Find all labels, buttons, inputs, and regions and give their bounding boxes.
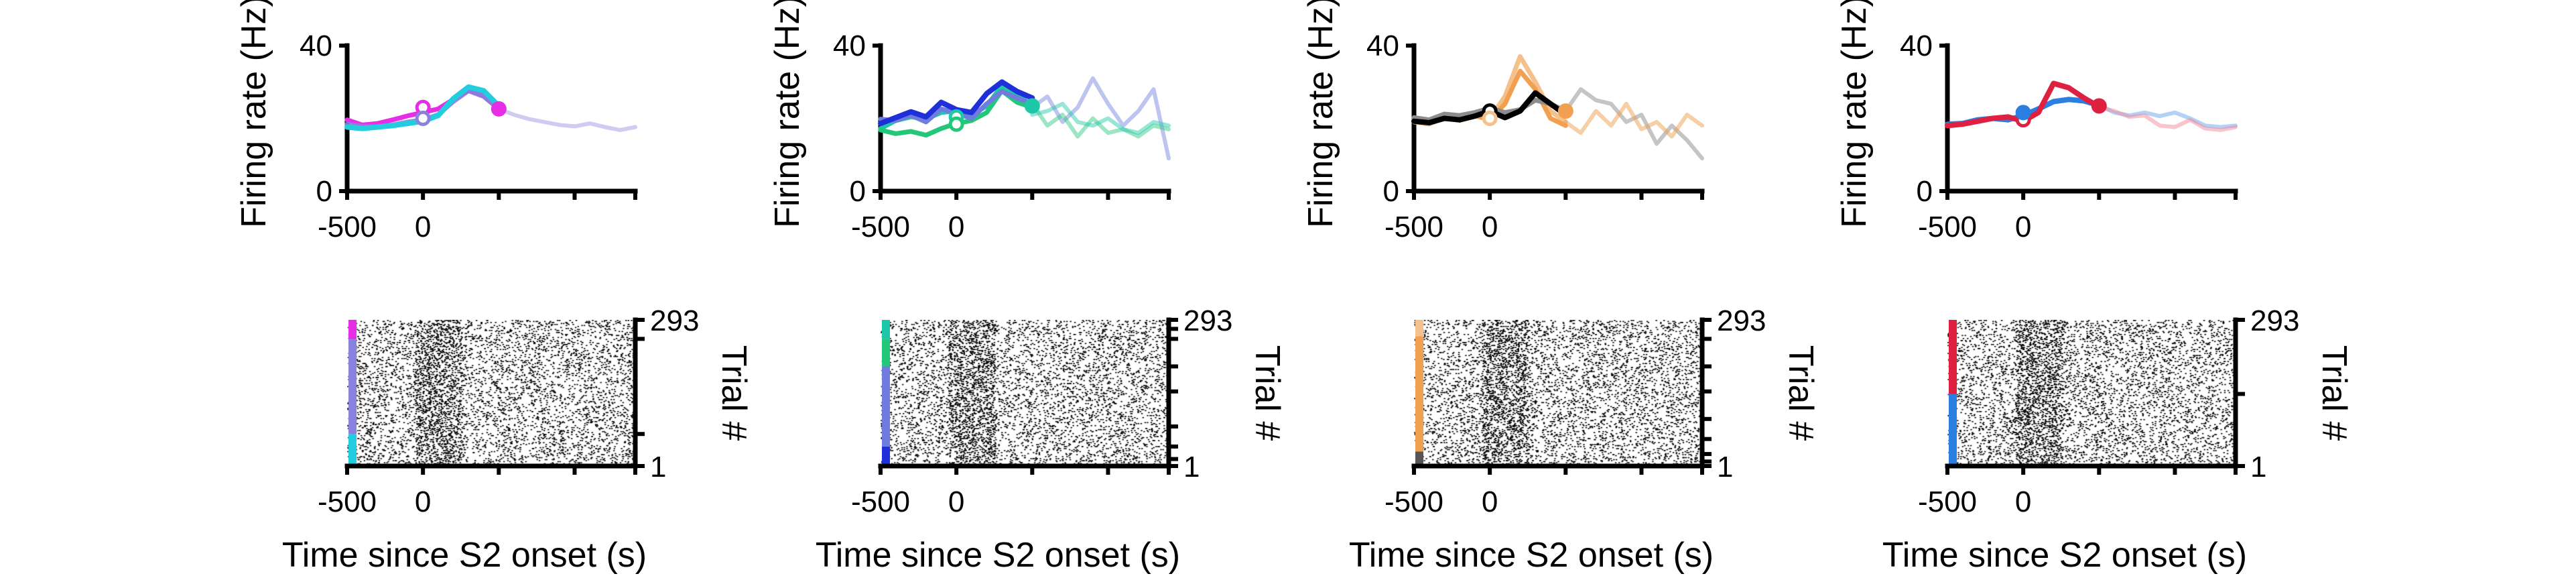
y-axis-title: Firing rate (Hz) bbox=[1835, 0, 1874, 228]
trial-group-bar bbox=[1949, 320, 1957, 394]
series-line bbox=[2097, 105, 2238, 132]
x-tick-label: -500 bbox=[1384, 211, 1443, 243]
series-line bbox=[1563, 101, 1704, 139]
trial-group-bar bbox=[348, 339, 357, 435]
trial-tick-label: 293 bbox=[650, 304, 699, 337]
y-axis-title: Firing rate (Hz) bbox=[235, 0, 273, 228]
trial-tick-label: 1 bbox=[2250, 451, 2266, 483]
filled-marker bbox=[2015, 105, 2031, 121]
spike-raster-2: 1 293 -500 0 Time since S2 onset (s) Trial # bbox=[816, 304, 1287, 575]
y-tick-label: 0 bbox=[850, 175, 866, 208]
filled-marker bbox=[2091, 98, 2107, 114]
trial-group-bar bbox=[882, 320, 890, 339]
y-axis-title: Firing rate (Hz) bbox=[768, 0, 807, 228]
spike-dots bbox=[1947, 320, 2236, 466]
open-marker bbox=[1482, 111, 1498, 126]
x-axis-title: Time since S2 onset (s) bbox=[282, 536, 647, 575]
x-tick-label: 0 bbox=[948, 211, 964, 243]
filled-marker bbox=[1024, 98, 1040, 114]
x-axis-title: Time since S2 onset (s) bbox=[1349, 536, 1714, 575]
x-tick-label: -500 bbox=[1918, 485, 1977, 518]
trial-tick-label: 1 bbox=[650, 451, 666, 483]
spike-dots bbox=[881, 320, 1169, 466]
series-line bbox=[2097, 103, 2238, 129]
trial-tick-label: 1 bbox=[1183, 451, 1200, 483]
x-axis-title: Time since S2 onset (s) bbox=[1882, 536, 2247, 575]
x-tick-label: 0 bbox=[2015, 485, 2031, 518]
x-tick-label: -500 bbox=[851, 211, 910, 243]
x-tick-label: -500 bbox=[318, 211, 377, 243]
spike-dots bbox=[347, 320, 635, 466]
spike-dots bbox=[1414, 320, 1702, 466]
trial-group-bar bbox=[348, 434, 357, 466]
trial-group-bar bbox=[348, 320, 357, 339]
y-tick-label: 40 bbox=[1900, 30, 1933, 62]
y-tick-label: 0 bbox=[1917, 175, 1933, 208]
open-marker bbox=[415, 111, 431, 126]
trial-group-bar bbox=[1415, 336, 1423, 452]
x-axis-title: Time since S2 onset (s) bbox=[816, 536, 1180, 575]
series-line bbox=[1030, 101, 1171, 135]
spike-raster-1: 1 293 -500 0 Time since S2 onset (s) Trial # bbox=[282, 304, 753, 575]
trial-group-bar bbox=[1949, 394, 1957, 466]
trial-group-bar bbox=[882, 446, 890, 466]
trial-tick-label: 293 bbox=[2250, 304, 2299, 337]
y-tick-label: 40 bbox=[300, 30, 332, 62]
filled-marker bbox=[1557, 103, 1573, 119]
x-tick-label: 0 bbox=[2015, 211, 2031, 243]
y-tick-label: 40 bbox=[833, 30, 866, 62]
x-tick-label: -500 bbox=[851, 485, 910, 518]
trial-tick-label: 1 bbox=[1717, 451, 1733, 483]
trial-axis-title: Trial # bbox=[714, 345, 753, 441]
trial-tick-label: 293 bbox=[1183, 304, 1232, 337]
series-line bbox=[1030, 101, 1171, 139]
x-tick-label: 0 bbox=[948, 485, 964, 518]
x-tick-label: 0 bbox=[1482, 485, 1498, 518]
trial-group-bar bbox=[882, 366, 890, 447]
series-line bbox=[1030, 76, 1171, 161]
y-tick-label: 40 bbox=[1366, 30, 1399, 62]
y-axis-title: Firing rate (Hz) bbox=[1301, 0, 1340, 228]
x-tick-label: 0 bbox=[415, 211, 431, 243]
trial-group-bar bbox=[1415, 451, 1423, 466]
trial-axis-title: Trial # bbox=[1248, 345, 1287, 441]
y-tick-label: 0 bbox=[316, 175, 332, 208]
trial-group-bar bbox=[1415, 320, 1423, 337]
y-tick-label: 0 bbox=[1383, 175, 1399, 208]
trial-tick-label: 293 bbox=[1717, 304, 1766, 337]
x-tick-label: 0 bbox=[415, 485, 431, 518]
filled-marker bbox=[491, 101, 507, 117]
open-marker bbox=[948, 116, 964, 132]
spike-raster-3: 1 293 -500 0 Time since S2 onset (s) Trial # bbox=[1349, 304, 1820, 575]
trial-group-bar bbox=[882, 339, 890, 367]
x-tick-label: -500 bbox=[1918, 211, 1977, 243]
x-tick-label: -500 bbox=[318, 485, 377, 518]
x-tick-label: 0 bbox=[1482, 211, 1498, 243]
trial-axis-title: Trial # bbox=[2315, 345, 2354, 441]
x-tick-label: -500 bbox=[1384, 485, 1443, 518]
spike-raster-4: 1 293 -500 0 Time since S2 onset (s) Trial # bbox=[1882, 304, 2354, 575]
trial-axis-title: Trial # bbox=[1781, 345, 1820, 441]
series-line bbox=[497, 107, 637, 132]
